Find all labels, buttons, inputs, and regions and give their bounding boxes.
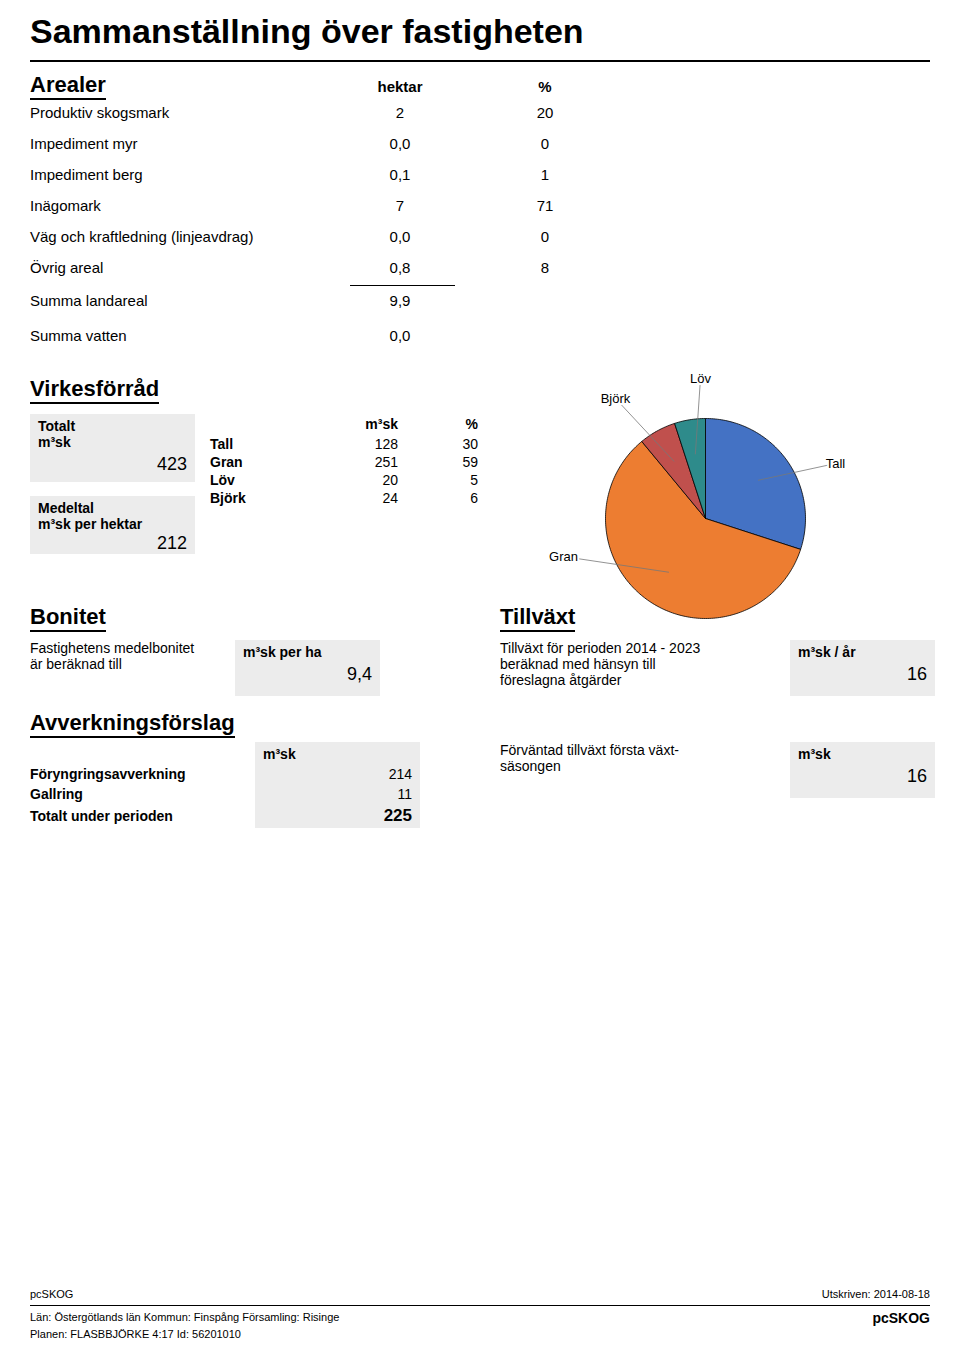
html-text:71: 71 xyxy=(536,197,554,214)
html-text:Tillväxt för perioden 2014 - 2: Tillväxt för perioden 2014 - 2023 xyxy=(500,640,701,656)
html-text:Föryngringsavverkning: Föryngringsavverkning xyxy=(30,766,186,782)
html-text:Planen: FLASBBJÖRKE 4:17 Id: 5: Planen: FLASBBJÖRKE 4:17 Id: 56201010 xyxy=(30,1328,241,1340)
html-text:212: 212 xyxy=(157,533,187,553)
html-text:423: 423 xyxy=(157,454,187,474)
html-text:7: 7 xyxy=(395,197,405,214)
html-text:11: 11 xyxy=(397,786,412,802)
html-text:säsongen: säsongen xyxy=(500,758,561,774)
html-text:225: 225 xyxy=(383,806,412,825)
html-text:30: 30 xyxy=(462,436,478,452)
html-text:Gallring: Gallring xyxy=(30,786,83,802)
html-text:Inägomark: Inägomark xyxy=(30,197,101,214)
svg-text:Gran: Gran xyxy=(549,549,578,564)
html-text:m³sk: m³sk xyxy=(38,434,71,450)
html-text:Impediment myr: Impediment myr xyxy=(30,135,138,152)
html-text:Utskriven: 2014-08-18: Utskriven: 2014-08-18 xyxy=(821,1288,930,1300)
html-text:Tillväxt: Tillväxt xyxy=(500,604,576,629)
html-text:Virkesförråd: Virkesförråd xyxy=(30,376,160,401)
html-text:128: 128 xyxy=(374,436,398,452)
html-text:24: 24 xyxy=(382,490,398,506)
html-text:Björk: Björk xyxy=(210,490,246,506)
html-text:Väg och kraftledning (linjeavd: Väg och kraftledning (linjeavdrag) xyxy=(30,228,254,245)
html-text:m³sk: m³sk xyxy=(263,746,296,762)
html-text:är beräknad till: är beräknad till xyxy=(30,656,122,672)
html-text:0: 0 xyxy=(540,135,550,152)
html-text:pcSKOG: pcSKOG xyxy=(30,1288,74,1300)
html-text:Summa vatten: Summa vatten xyxy=(30,327,127,344)
html-text:Sammanställning över fastighet: Sammanställning över fastigheten xyxy=(30,12,584,50)
html-text:beräknad med hänsyn till: beräknad med hänsyn till xyxy=(500,656,656,672)
html-text:Totalt: Totalt xyxy=(38,418,76,434)
html-text:m³sk per ha: m³sk per ha xyxy=(243,644,322,660)
html-text:Fastighetens medelbonitet: Fastighetens medelbonitet xyxy=(30,640,195,656)
html-text:m³sk: m³sk xyxy=(798,746,831,762)
html-text:Län: Östergötlands län Kommun:: Län: Östergötlands län Kommun: Finspång … xyxy=(30,1311,340,1323)
html-text:Förväntad tillväxt första växt: Förväntad tillväxt första växt- xyxy=(500,742,679,758)
html-text:20: 20 xyxy=(382,472,398,488)
html-text:0,0: 0,0 xyxy=(389,135,411,152)
html-text:8: 8 xyxy=(540,259,550,276)
html-text:1: 1 xyxy=(540,166,550,183)
html-text:9,9: 9,9 xyxy=(389,292,411,309)
html-text:Produktiv skogsmark: Produktiv skogsmark xyxy=(30,104,170,121)
html-text:0,0: 0,0 xyxy=(389,327,411,344)
html-text:m³sk per hektar: m³sk per hektar xyxy=(38,516,143,532)
html-text:16: 16 xyxy=(907,766,927,786)
html-text:Arealer: Arealer xyxy=(30,72,106,97)
html-text:0: 0 xyxy=(540,228,550,245)
html-text:16: 16 xyxy=(907,664,927,684)
html-text:m³sk: m³sk xyxy=(365,416,398,432)
html-text:5: 5 xyxy=(470,472,478,488)
svg-text:Löv: Löv xyxy=(690,371,711,386)
html-text:m³sk / år: m³sk / år xyxy=(798,644,856,660)
html-text:59: 59 xyxy=(462,454,478,470)
svg-text:Björk: Björk xyxy=(601,391,631,406)
html-text:0,1: 0,1 xyxy=(389,166,411,183)
html-text:20: 20 xyxy=(536,104,554,121)
html-text:Tall: Tall xyxy=(210,436,234,452)
html-text:Bonitet: Bonitet xyxy=(30,604,106,629)
html-text:Övrig areal: Övrig areal xyxy=(30,259,104,276)
html-text:251: 251 xyxy=(374,454,398,470)
html-text:föreslagna åtgärder: föreslagna åtgärder xyxy=(500,672,622,688)
html-text:9,4: 9,4 xyxy=(347,664,372,684)
html-text:214: 214 xyxy=(388,766,412,782)
html-text:hektar: hektar xyxy=(377,78,423,95)
html-text:Löv: Löv xyxy=(210,472,235,488)
html-text:2: 2 xyxy=(395,104,405,121)
html-text:Impediment berg: Impediment berg xyxy=(30,166,143,183)
html-text:Medeltal: Medeltal xyxy=(38,500,94,516)
html-text:pcSKOG: pcSKOG xyxy=(872,1310,930,1326)
html-text:Gran: Gran xyxy=(210,454,243,470)
html-text:Totalt under perioden: Totalt under perioden xyxy=(30,808,173,824)
html-text:0,8: 0,8 xyxy=(389,259,411,276)
svg-text:Tall: Tall xyxy=(826,456,846,471)
html-text:Avverkningsförslag: Avverkningsförslag xyxy=(30,710,235,735)
html-text:6: 6 xyxy=(470,490,478,506)
html-text:0,0: 0,0 xyxy=(389,228,411,245)
html-text:Summa landareal: Summa landareal xyxy=(30,292,148,309)
